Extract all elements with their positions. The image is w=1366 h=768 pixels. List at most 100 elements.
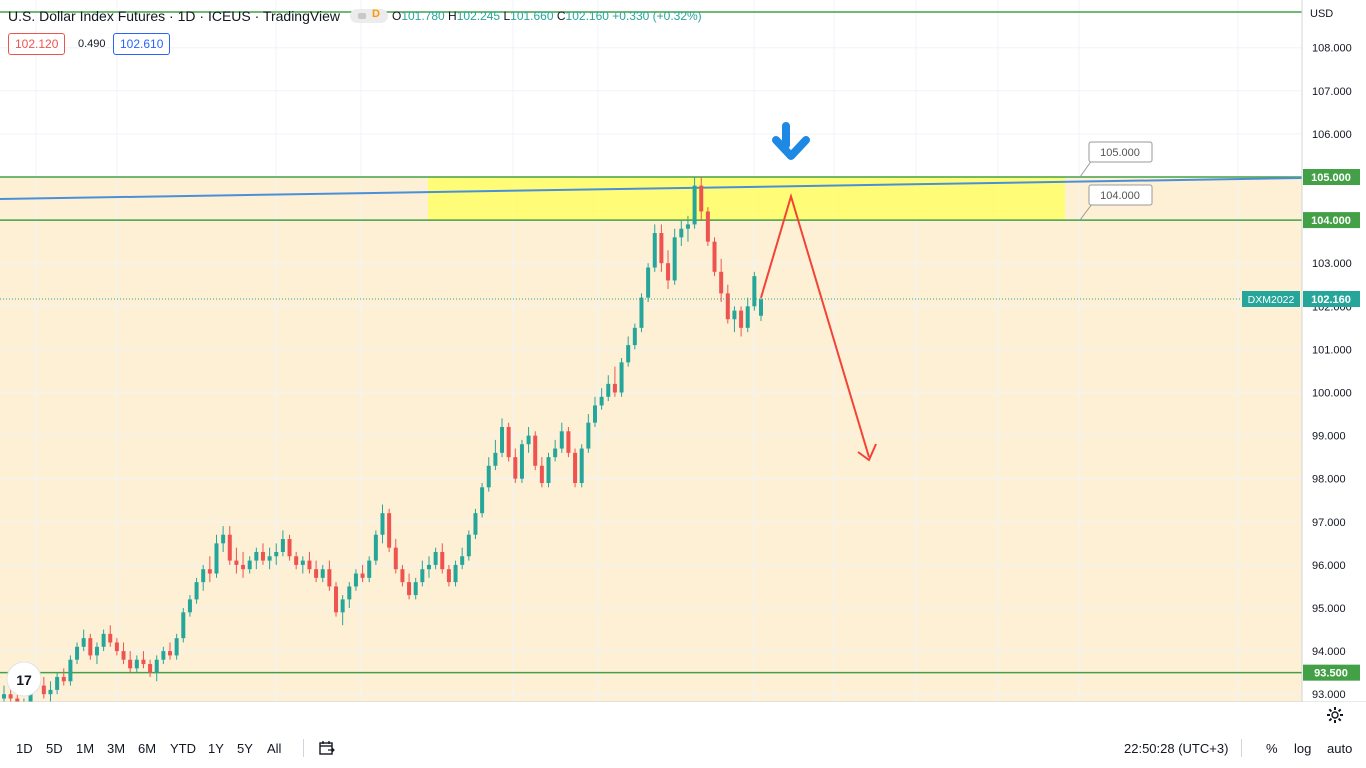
range-1d[interactable]: 1D [16, 741, 33, 756]
candle-body [8, 694, 13, 699]
range-6m[interactable]: 6M [138, 741, 157, 756]
candle-body [473, 513, 478, 535]
candle-body [705, 211, 710, 242]
range-ytd[interactable]: YTD [170, 741, 196, 756]
range-5y[interactable]: 5Y [237, 741, 253, 756]
candle-body [666, 263, 671, 281]
percent-toggle[interactable]: % [1266, 741, 1278, 756]
candle-body [513, 457, 518, 479]
candle-body [55, 676, 60, 690]
svg-text:17: 17 [16, 672, 32, 688]
price-tick-label: 95.000 [1312, 603, 1346, 615]
candle-body [612, 383, 617, 393]
spread-value: 0.490 [78, 38, 106, 50]
candle-body [500, 426, 505, 453]
candle-body [579, 448, 584, 484]
level-price-tag: 104.000 [1311, 215, 1351, 227]
candle-body [546, 457, 551, 484]
candle-body [679, 228, 684, 238]
range-1m[interactable]: 1M [76, 741, 95, 756]
candle-body [685, 224, 690, 229]
candle-body [646, 267, 651, 298]
callout-104-label: 104.000 [1100, 190, 1140, 202]
candle-body [121, 651, 126, 660]
price-chart[interactable]: 105.000 104.000 USD 108.000 107.000 106.00… [0, 0, 1366, 702]
candle-body [433, 551, 438, 565]
candle-body [353, 573, 358, 587]
candle-body [280, 539, 285, 552]
candle-body [466, 534, 471, 557]
symbol-tag-bg [1242, 291, 1300, 307]
price-tick-label: 101.000 [1312, 344, 1352, 356]
tradingview-logo[interactable]: 17 [6, 661, 42, 697]
candle-body [626, 345, 631, 363]
price-tick-label: 108.000 [1312, 43, 1352, 55]
candle-body [148, 664, 153, 673]
candle-body [519, 444, 524, 479]
range-1y[interactable]: 1Y [208, 741, 224, 756]
candle-body [506, 426, 511, 458]
settings-gear-icon[interactable] [1326, 706, 1344, 724]
range-all[interactable]: All [267, 741, 282, 756]
price-tick-label: 103.000 [1312, 258, 1352, 270]
candle-body [41, 685, 46, 695]
candle-body [380, 513, 385, 535]
callout-104[interactable]: 104.000 [1079, 184, 1153, 221]
price-axis[interactable] [1302, 0, 1366, 702]
candle-body [732, 310, 737, 320]
candle-body [207, 569, 212, 574]
clock[interactable]: 22:50:28 (UTC+3) [1124, 741, 1229, 756]
close-value: 102.160 [565, 9, 609, 23]
candle-body [267, 556, 272, 561]
candlesticks [2, 177, 763, 702]
candle-body [745, 306, 750, 328]
candle-body [307, 560, 312, 570]
candle-body [413, 582, 418, 596]
candle-body [94, 646, 99, 656]
candle-body [174, 638, 179, 656]
log-toggle[interactable]: log [1294, 741, 1312, 756]
price-tick-label: 99.000 [1312, 431, 1346, 443]
candle-body [81, 638, 86, 647]
ask-price-button[interactable]: 102.610 [113, 33, 171, 55]
low-value: 101.660 [510, 9, 554, 23]
callout-105[interactable]: 105.000 [1079, 141, 1153, 178]
delayed-badge[interactable]: D [349, 8, 388, 23]
price-tick-label: 107.000 [1312, 86, 1352, 98]
candle-body [88, 638, 93, 656]
candle-body [108, 633, 113, 643]
candle-body [327, 569, 332, 587]
auto-toggle[interactable]: auto [1327, 741, 1353, 756]
forecast-path[interactable] [760, 192, 870, 458]
trend-line[interactable] [0, 177, 1303, 200]
date-range-icon[interactable] [318, 740, 336, 759]
candle-body [340, 599, 345, 613]
shaded-region [0, 177, 1302, 702]
candle-body [586, 422, 591, 449]
candle-body [400, 569, 405, 583]
price-tick-label: 100.000 [1312, 388, 1352, 400]
candle-body [214, 543, 219, 574]
level-price-tag-bg [1303, 664, 1360, 681]
candle-body [606, 383, 611, 397]
range-5d[interactable]: 5D [46, 741, 63, 756]
currency-label: USD [1310, 8, 1333, 20]
symbol-title[interactable]: U.S. Dollar Index Futures · 1D · ICEUS ·… [8, 8, 340, 24]
price-tick-label: 106.000 [1312, 129, 1352, 141]
candle-body [187, 599, 192, 613]
candle-body [128, 659, 133, 669]
badge-letter: D [371, 8, 380, 20]
candle-body [221, 534, 226, 544]
horizontal-levels[interactable] [0, 11, 1302, 674]
level-price-tag-bg [1303, 212, 1360, 229]
bid-price-button[interactable]: 102.120 [8, 33, 66, 55]
candle-body [420, 569, 425, 583]
candle-body [719, 271, 724, 294]
range-3m[interactable]: 3M [107, 741, 126, 756]
symbol-tag: DXM2022 [1248, 294, 1295, 306]
candle-body [241, 564, 246, 570]
candle-body [373, 534, 378, 561]
candle-body [168, 651, 173, 656]
candle-body [101, 633, 106, 647]
candle-body [652, 233, 657, 268]
